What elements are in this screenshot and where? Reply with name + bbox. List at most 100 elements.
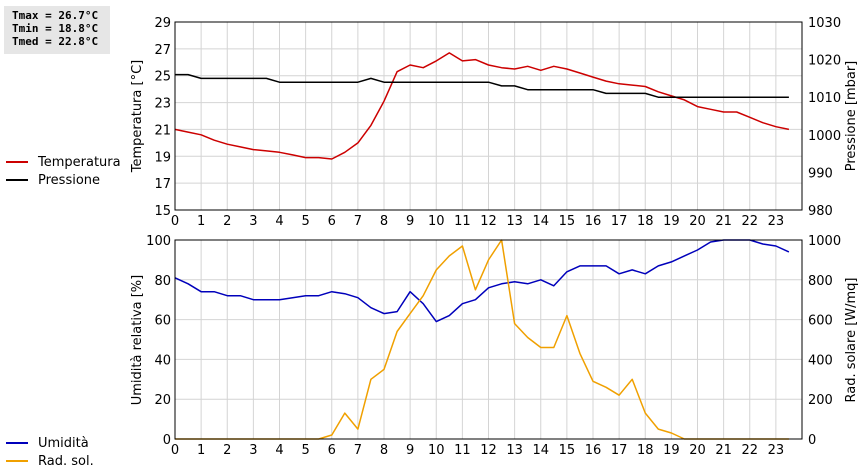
top-x-tick-label-13: 13 — [506, 214, 523, 229]
top-y2-tick-label-2: 1000 — [808, 129, 841, 144]
bottom-x-tick-label-3: 3 — [249, 443, 257, 458]
bottom-x-tick-label-8: 8 — [380, 443, 388, 458]
top-y2-axis-title: Pressione [mbar] — [844, 61, 859, 172]
legend-item-umidita: Umidità — [6, 434, 94, 452]
bottom-x-tick-label-17: 17 — [611, 443, 628, 458]
top-x-tick-label-4: 4 — [275, 214, 283, 229]
top-y-tick-label-1: 17 — [154, 177, 171, 192]
top-y2-tick-label-4: 1020 — [808, 54, 841, 69]
top-x-tick-label-0: 0 — [171, 214, 179, 229]
bottom-x-tick-label-16: 16 — [585, 443, 602, 458]
top-x-tick-label-22: 22 — [741, 214, 758, 229]
legend-top: Temperatura Pressione — [6, 153, 121, 189]
top-x-tick-label-9: 9 — [406, 214, 414, 229]
bottom-plot-frame — [174, 239, 803, 440]
bottom-x-tick-label-11: 11 — [454, 443, 471, 458]
bottom-y2-axis-title: Rad. solare [W/mq] — [844, 277, 859, 402]
top-x-tick-label-5: 5 — [301, 214, 309, 229]
top-x-tick-label-8: 8 — [380, 214, 388, 229]
top-series-pressione-line — [175, 73, 789, 98]
top-x-tick-label-23: 23 — [768, 214, 785, 229]
top-y-tick-label-2: 19 — [154, 150, 171, 165]
bottom-x-tick-label-15: 15 — [559, 443, 576, 458]
top-y-tick-label-7: 29 — [154, 16, 171, 31]
legend-swatch-rad-sol — [6, 460, 28, 462]
bottom-x-tick-label-12: 12 — [480, 443, 497, 458]
bottom-y-tick-label-3: 60 — [154, 314, 171, 329]
legend-swatch-temperatura — [6, 161, 28, 163]
weather-charts: 0 1 2 3 4 5 6 7 8 9 10 11 12 13 14 15 16 17 18 19 20 21 22 2315… — [130, 16, 859, 458]
bottom-x-tick-label-20: 20 — [689, 443, 706, 458]
bottom-x-tick-label-2: 2 — [223, 443, 231, 458]
bottom-x-tick-label-0: 0 — [171, 443, 179, 458]
legend-label-umidita: Umidità — [38, 435, 89, 451]
top-x-tick-label-15: 15 — [559, 214, 576, 229]
bottom-x-tick-label-22: 22 — [741, 443, 758, 458]
legend-label-pressione: Pressione — [38, 172, 101, 188]
top-y2-tick-label-1: 990 — [808, 166, 833, 181]
stats-box: Tmax = 26.7°C Tmin = 18.8°C Tmed = 22.8°… — [4, 6, 110, 54]
bottom-y-tick-label-2: 40 — [154, 353, 171, 368]
bottom-y-tick-label-1: 20 — [154, 393, 171, 408]
legend-swatch-umidita — [6, 442, 28, 444]
top-x-tick-label-19: 19 — [663, 214, 680, 229]
top-y-tick-label-4: 23 — [154, 97, 171, 112]
top-y2-tick-label-5: 1030 — [808, 16, 841, 31]
bottom-x-tick-label-7: 7 — [354, 443, 362, 458]
top-x-tick-label-6: 6 — [328, 214, 336, 229]
tmin-label: Tmin = 18.8°C — [12, 22, 99, 35]
top-y-tick-label-3: 21 — [154, 123, 171, 138]
bottom-x-tick-label-19: 19 — [663, 443, 680, 458]
bottom-y2-tick-label-5: 1000 — [808, 234, 841, 249]
top-y-axis-title: Temperatura [°C] — [130, 60, 145, 173]
top-x-tick-label-17: 17 — [611, 214, 628, 229]
top-x-tick-label-12: 12 — [480, 214, 497, 229]
bottom-x-tick-label-13: 13 — [506, 443, 523, 458]
bottom-y2-tick-label-3: 600 — [808, 314, 833, 329]
bottom-y-tick-label-0: 0 — [163, 433, 171, 448]
top-x-tick-label-1: 1 — [197, 214, 205, 229]
legend-swatch-pressione — [6, 179, 28, 181]
bottom-y2-tick-label-1: 200 — [808, 393, 833, 408]
bottom-y-tick-label-5: 100 — [146, 234, 171, 249]
top-y2-tick-label-0: 980 — [808, 204, 833, 219]
bottom-x-tick-label-10: 10 — [428, 443, 445, 458]
bottom-series-rad-sol-line — [175, 239, 789, 440]
top-x-tick-label-11: 11 — [454, 214, 471, 229]
top-y-tick-label-5: 25 — [154, 70, 171, 85]
bottom-x-tick-label-23: 23 — [768, 443, 785, 458]
top-y2-tick-label-3: 1010 — [808, 91, 841, 106]
top-x-tick-label-14: 14 — [532, 214, 549, 229]
bottom-series-umidit-line — [174, 239, 790, 323]
top-x-tick-label-20: 20 — [689, 214, 706, 229]
legend-item-pressione: Pressione — [6, 171, 121, 189]
top-plot-frame — [174, 21, 803, 211]
top-x-tick-label-7: 7 — [354, 214, 362, 229]
top-x-tick-label-18: 18 — [637, 214, 654, 229]
bottom-y-tick-label-4: 80 — [154, 274, 171, 289]
top-x-tick-label-10: 10 — [428, 214, 445, 229]
top-x-tick-label-16: 16 — [585, 214, 602, 229]
top-x-tick-label-3: 3 — [249, 214, 257, 229]
tmed-label: Tmed = 22.8°C — [12, 35, 99, 48]
top-series-temperatura-line — [174, 52, 790, 160]
bottom-x-tick-label-5: 5 — [301, 443, 309, 458]
legend-label-temperatura: Temperatura — [38, 154, 121, 170]
bottom-y2-tick-label-4: 800 — [808, 274, 833, 289]
bottom-x-tick-label-4: 4 — [275, 443, 283, 458]
bottom-x-tick-label-14: 14 — [532, 443, 549, 458]
bottom-x-tick-label-6: 6 — [328, 443, 336, 458]
bottom-x-tick-label-18: 18 — [637, 443, 654, 458]
tmax-label: Tmax = 26.7°C — [12, 9, 99, 22]
bottom-y-axis-title: Umidità relativa [%] — [130, 275, 145, 405]
bottom-x-tick-label-1: 1 — [197, 443, 205, 458]
top-x-tick-label-21: 21 — [715, 214, 732, 229]
top-y-tick-label-0: 15 — [154, 204, 171, 219]
bottom-y2-tick-label-0: 0 — [808, 433, 816, 448]
bottom-x-tick-label-21: 21 — [715, 443, 732, 458]
bottom-y2-tick-label-2: 400 — [808, 353, 833, 368]
top-x-tick-label-2: 2 — [223, 214, 231, 229]
legend-item-temperatura: Temperatura — [6, 153, 121, 171]
bottom-x-tick-label-9: 9 — [406, 443, 414, 458]
top-y-tick-label-6: 27 — [154, 43, 171, 58]
